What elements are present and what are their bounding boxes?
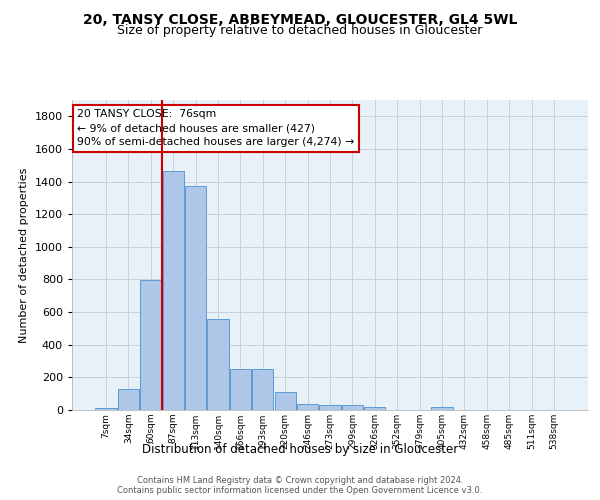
- Bar: [208, 318, 229, 410]
- Bar: [364, 406, 385, 410]
- Bar: [163, 171, 184, 410]
- Bar: [431, 406, 452, 410]
- Text: 20 TANSY CLOSE:  76sqm
← 9% of detached houses are smaller (427)
90% of semi-det: 20 TANSY CLOSE: 76sqm ← 9% of detached h…: [77, 110, 355, 148]
- Bar: [95, 408, 117, 410]
- Bar: [342, 405, 363, 410]
- Text: Distribution of detached houses by size in Gloucester: Distribution of detached houses by size …: [142, 442, 458, 456]
- Y-axis label: Number of detached properties: Number of detached properties: [19, 168, 29, 342]
- Bar: [275, 392, 296, 410]
- Bar: [230, 369, 251, 410]
- Text: Size of property relative to detached houses in Gloucester: Size of property relative to detached ho…: [118, 24, 482, 37]
- Bar: [297, 404, 318, 410]
- Bar: [185, 186, 206, 410]
- Text: Contains public sector information licensed under the Open Government Licence v3: Contains public sector information licen…: [118, 486, 482, 495]
- Bar: [252, 369, 274, 410]
- Bar: [319, 405, 341, 410]
- Text: Contains HM Land Registry data © Crown copyright and database right 2024.: Contains HM Land Registry data © Crown c…: [137, 476, 463, 485]
- Bar: [140, 280, 161, 410]
- Bar: [118, 389, 139, 410]
- Text: 20, TANSY CLOSE, ABBEYMEAD, GLOUCESTER, GL4 5WL: 20, TANSY CLOSE, ABBEYMEAD, GLOUCESTER, …: [83, 12, 517, 26]
